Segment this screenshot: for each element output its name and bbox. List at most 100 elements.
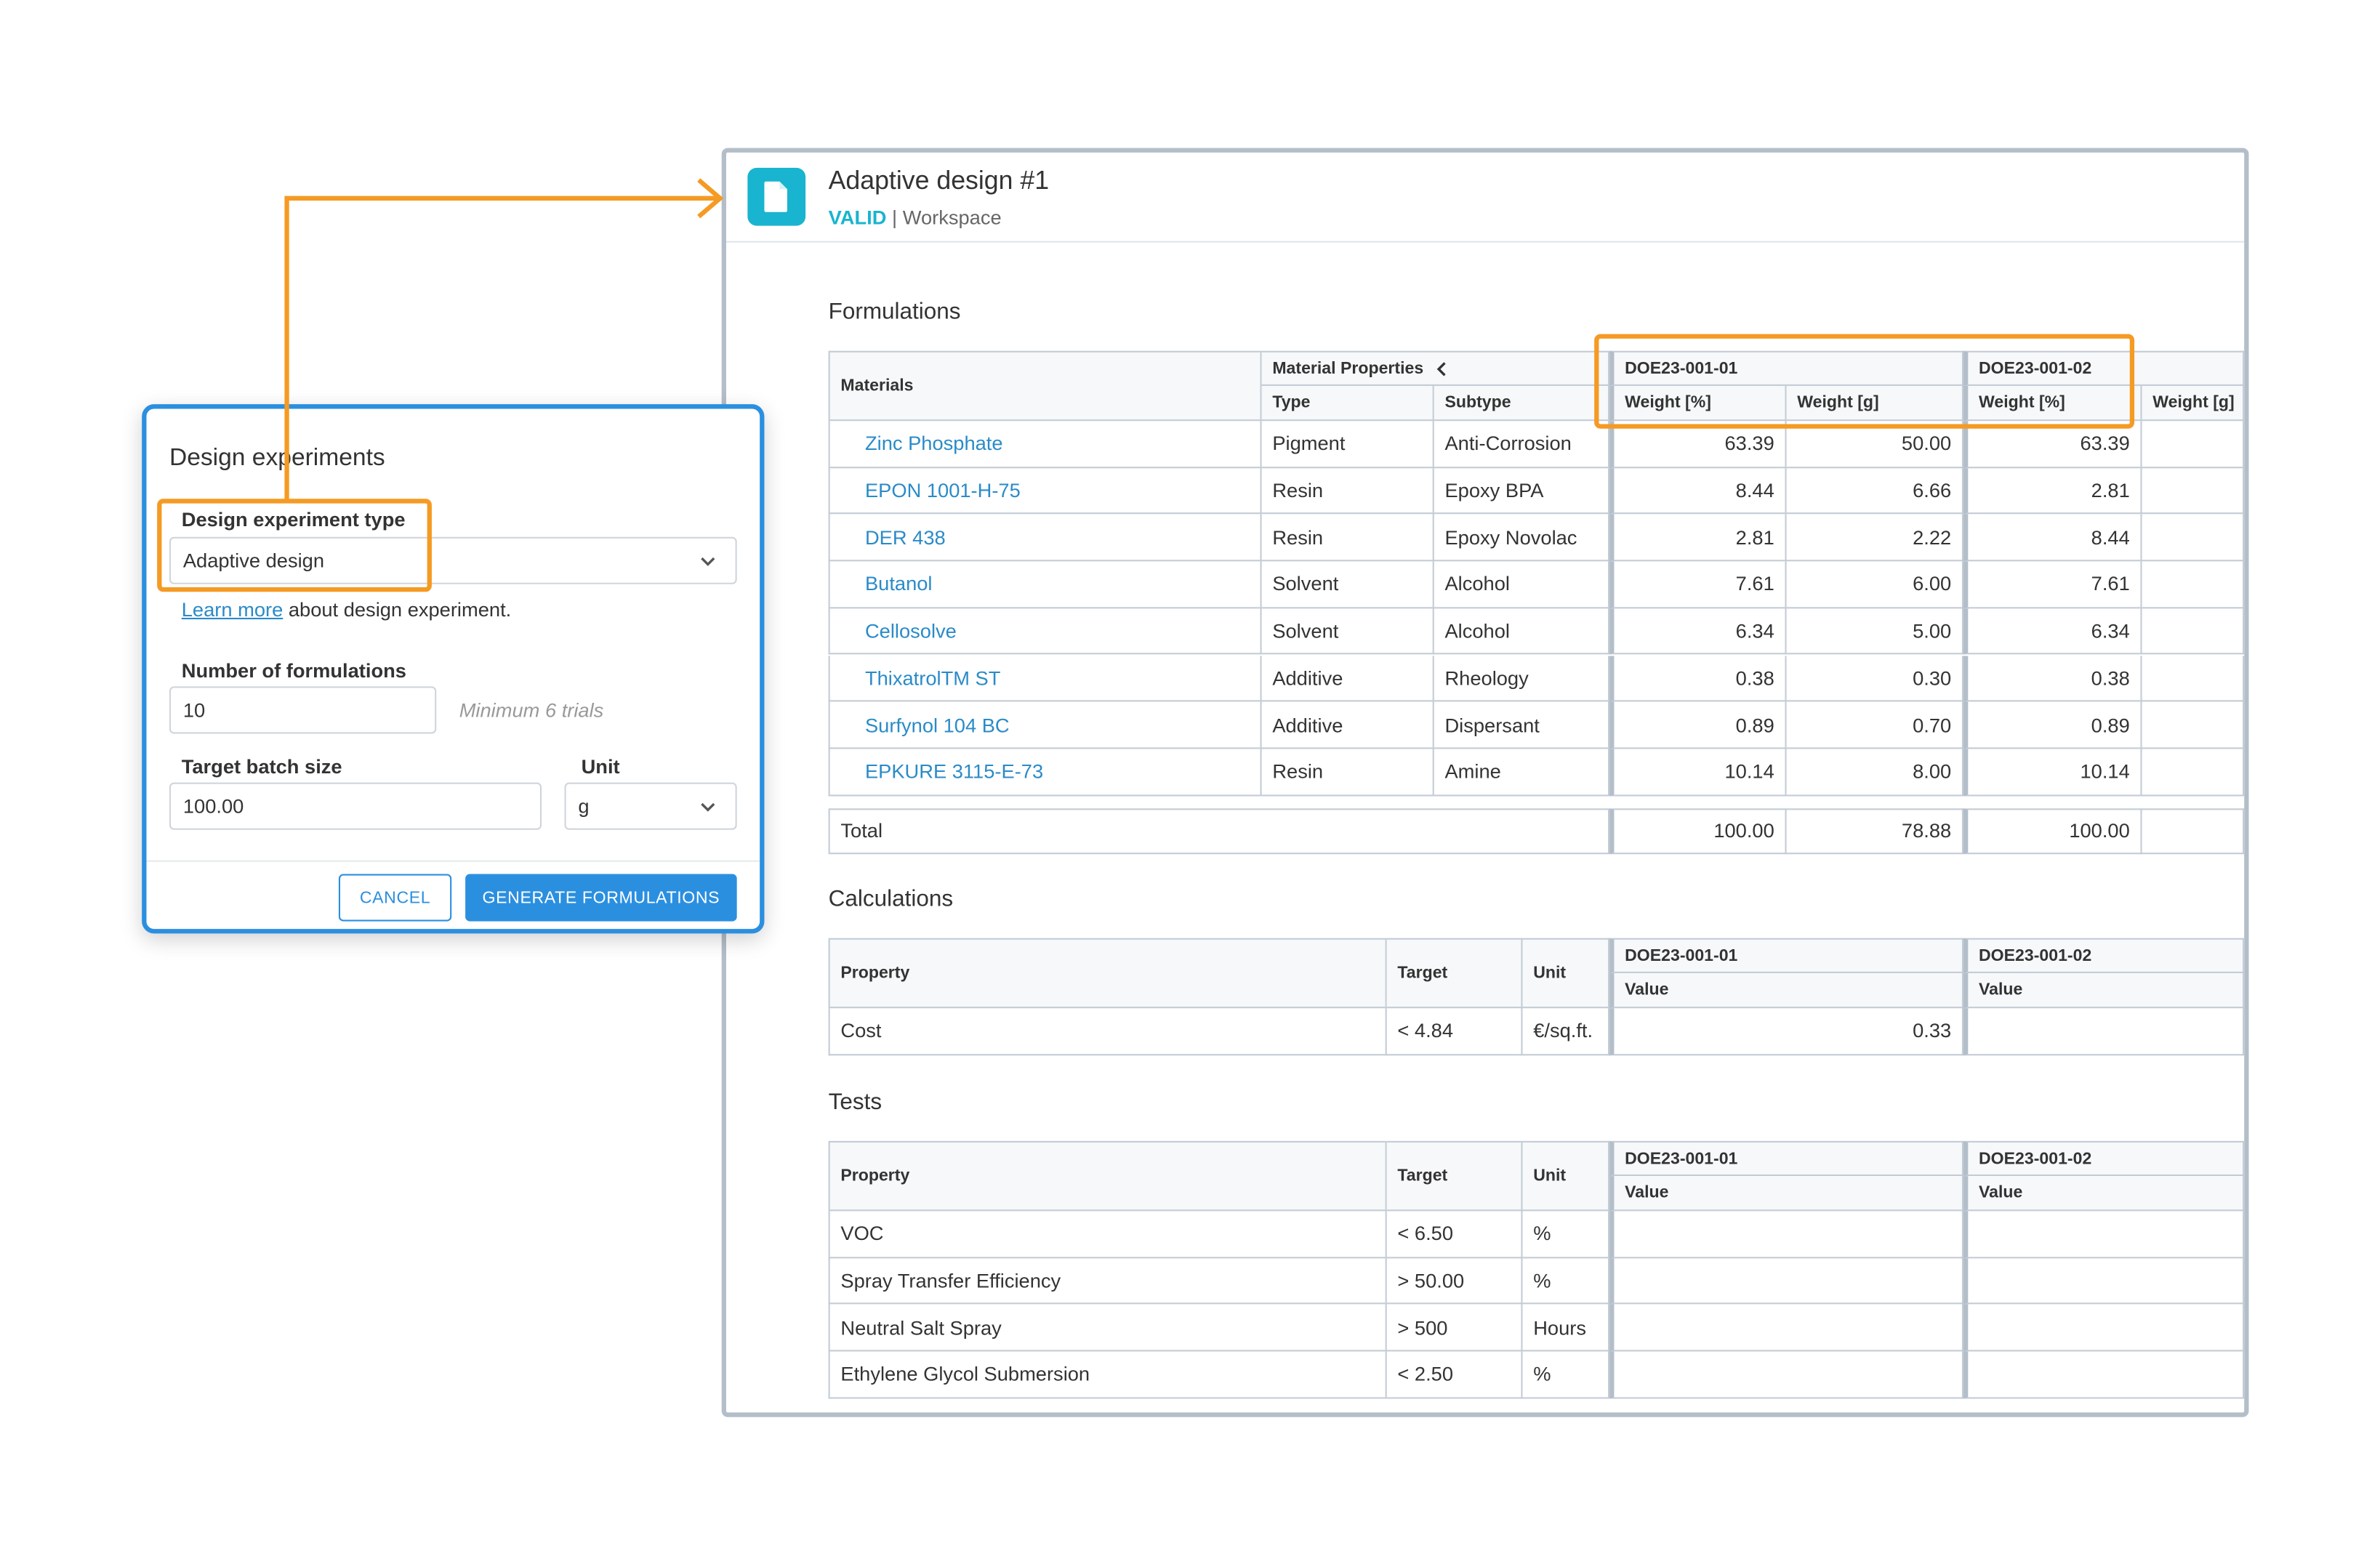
- weight-g-cell: 6.66: [1786, 467, 1964, 515]
- material-link[interactable]: Zinc Phosphate: [828, 421, 1262, 468]
- batch-size-input[interactable]: 100.00: [169, 782, 542, 830]
- weight-pct-cell: 10.14: [1963, 749, 2142, 796]
- batch-value: 100.00: [182, 794, 244, 818]
- unit-cell: Hours: [1522, 1305, 1610, 1352]
- learn-more-rest: about design experiment.: [283, 597, 512, 621]
- weight-g-cell: 50.00: [1786, 421, 1964, 468]
- value-cell[interactable]: [1963, 1008, 2245, 1055]
- property-cell: Cost: [828, 1008, 1387, 1055]
- material-link[interactable]: Surfynol 104 BC: [828, 701, 1262, 749]
- unit-cell: %: [1522, 1351, 1610, 1399]
- value-cell[interactable]: [1609, 1257, 1964, 1305]
- document-icon: [747, 167, 806, 226]
- value-cell[interactable]: 0.33: [1609, 1008, 1964, 1055]
- value-header: Value: [1963, 972, 2245, 1009]
- weight-g-cell: 8.00: [1786, 749, 1964, 796]
- weight-g-cell: 5.00: [1786, 608, 1964, 656]
- property-header: Property: [828, 938, 1387, 1009]
- subtype-cell: Alcohol: [1434, 608, 1610, 656]
- weight-g-cell: 0.70: [1786, 701, 1964, 749]
- type-cell: Resin: [1261, 749, 1434, 796]
- weight-pct-cell: 63.39: [1963, 421, 2142, 468]
- weight-pct-cell: 2.81: [1963, 467, 2142, 515]
- design-experiments-dialog: Design experiments Design experiment typ…: [142, 404, 765, 934]
- value-cell[interactable]: [1963, 1211, 2245, 1258]
- unit-label: Unit: [581, 754, 620, 778]
- learn-more-link[interactable]: Learn more: [181, 597, 284, 621]
- material-link[interactable]: EPON 1001-H-75: [828, 467, 1262, 515]
- weight-pct-cell: 0.89: [1963, 701, 2142, 749]
- generate-formulations-button[interactable]: GENERATE FORMULATIONS: [465, 874, 737, 922]
- type-cell: Solvent: [1261, 561, 1434, 608]
- value-cell[interactable]: [1963, 1351, 2245, 1399]
- weight-pct-cell: 10.14: [1609, 749, 1787, 796]
- learn-more-text: Learn more about design experiment.: [182, 598, 512, 621]
- weight-g-cell: [2142, 655, 2245, 702]
- material-link[interactable]: DER 438: [828, 515, 1262, 562]
- value-header: Value: [1963, 1176, 2245, 1212]
- material-link[interactable]: Butanol: [828, 561, 1262, 608]
- cancel-button[interactable]: CANCEL: [338, 874, 452, 922]
- weight-pct-cell: 7.61: [1963, 561, 2142, 608]
- material-link[interactable]: Cellosolve: [828, 608, 1262, 656]
- unit-select[interactable]: g: [564, 782, 737, 830]
- weight-g-cell: 2.22: [1786, 515, 1964, 562]
- type-cell: Resin: [1261, 467, 1434, 515]
- type-cell: Resin: [1261, 515, 1434, 562]
- value-cell[interactable]: [1963, 1257, 2245, 1305]
- value-cell[interactable]: [1609, 1351, 1964, 1399]
- weight-pct-header: Weight [%]: [1963, 385, 2142, 422]
- chevron-down-icon: [701, 557, 715, 566]
- subtype-cell: Rheology: [1434, 655, 1610, 702]
- value-cell[interactable]: [1609, 1211, 1964, 1258]
- weight-pct-cell: 0.38: [1963, 655, 2142, 702]
- trial-header-1: DOE23-001-01: [1609, 1140, 1964, 1177]
- type-header: Type: [1261, 385, 1434, 422]
- chevron-down-icon: [701, 802, 715, 812]
- target-cell: > 500: [1386, 1305, 1523, 1352]
- property-cell: Neutral Salt Spray: [828, 1305, 1387, 1352]
- formulations-count-input[interactable]: 10: [169, 686, 437, 734]
- property-cell: Ethylene Glycol Submersion: [828, 1351, 1387, 1399]
- weight-g-header: Weight [g]: [1786, 385, 1964, 422]
- target-header: Target: [1386, 1140, 1523, 1212]
- subtype-cell: Epoxy Novolac: [1434, 515, 1610, 562]
- value-cell[interactable]: [1609, 1305, 1964, 1352]
- total-label: Total: [828, 807, 1610, 854]
- design-type-select[interactable]: Adaptive design: [169, 536, 737, 584]
- formulations-table: Materials Material Properties DOE23-001-01…: [828, 350, 2245, 855]
- weight-g-cell: [2142, 561, 2245, 608]
- target-cell: < 2.50: [1386, 1351, 1523, 1399]
- total-weight-pct: 100.00: [1609, 807, 1787, 854]
- weight-g-cell: [2142, 515, 2245, 562]
- type-cell: Pigment: [1261, 421, 1434, 468]
- target-header: Target: [1386, 938, 1523, 1009]
- target-cell: < 4.84: [1386, 1008, 1523, 1055]
- unit-cell: €/sq.ft.: [1522, 1008, 1610, 1055]
- material-link[interactable]: EPKURE 3115-E-73: [828, 749, 1262, 796]
- property-cell: VOC: [828, 1211, 1387, 1258]
- target-cell: < 6.50: [1386, 1211, 1523, 1258]
- subtype-cell: Anti-Corrosion: [1434, 421, 1610, 468]
- chevron-left-icon[interactable]: [1434, 360, 1450, 376]
- trial-header-2: DOE23-001-02: [1963, 1140, 2245, 1177]
- unit-cell: %: [1522, 1257, 1610, 1305]
- total-weight-g: 78.88: [1786, 807, 1964, 854]
- header-divider: [725, 241, 2245, 243]
- material-link[interactable]: ThixatrolTM ST: [828, 655, 1262, 702]
- weight-g-cell: [2142, 749, 2245, 796]
- tests-title: Tests: [828, 1089, 883, 1116]
- value-cell[interactable]: [1963, 1305, 2245, 1352]
- subtype-cell: Alcohol: [1434, 561, 1610, 608]
- status-badge: VALID: [828, 206, 887, 229]
- weight-pct-cell: 6.34: [1609, 608, 1787, 656]
- dialog-footer-divider: [146, 860, 760, 862]
- trial-header-1: DOE23-001-01: [1609, 938, 1964, 973]
- weight-pct-cell: 8.44: [1609, 467, 1787, 515]
- weight-pct-cell: 7.61: [1609, 561, 1787, 608]
- weight-g-cell: 6.00: [1786, 561, 1964, 608]
- subtype-cell: Amine: [1434, 749, 1610, 796]
- subtype-header: Subtype: [1434, 385, 1610, 422]
- subtitle-separator: |: [886, 206, 903, 229]
